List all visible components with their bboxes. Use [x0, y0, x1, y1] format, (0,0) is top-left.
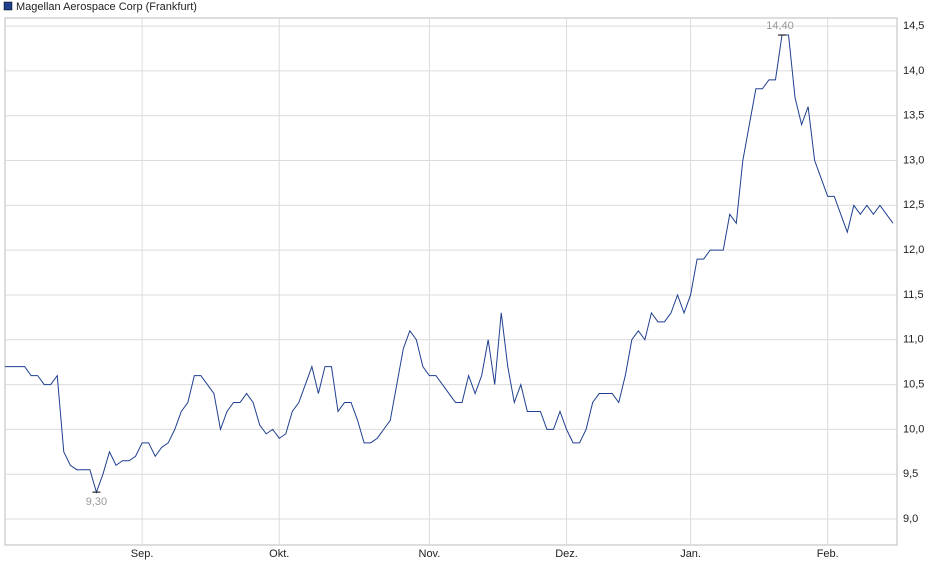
x-tick-label: Feb.	[817, 548, 839, 560]
y-tick-label: 11,5	[903, 289, 924, 301]
max-label: 14,40	[766, 20, 794, 32]
legend-label: Magellan Aerospace Corp (Frankfurt)	[16, 1, 197, 13]
legend-swatch	[3, 1, 13, 11]
x-tick-label: Sep.	[131, 548, 154, 560]
y-tick-label: 13,0	[903, 154, 924, 166]
x-tick-label: Dez.	[555, 548, 578, 560]
y-tick-label: 14,0	[903, 65, 924, 77]
y-tick-label: 12,5	[903, 199, 924, 211]
plot-frame	[4, 17, 898, 546]
price-line	[5, 34, 894, 494]
x-tick-label: Jan.	[680, 548, 701, 560]
y-tick-label: 10,0	[903, 423, 924, 435]
y-tick-label: 11,0	[903, 334, 924, 346]
y-tick-label: 12,0	[903, 244, 924, 256]
y-tick-label: 9,5	[903, 468, 918, 480]
y-tick-label: 10,5	[903, 378, 924, 390]
y-tick-label: 9,0	[903, 513, 918, 525]
x-tick-label: Okt.	[269, 548, 289, 560]
x-tick-label: Nov.	[419, 548, 441, 560]
y-tick-label: 13,5	[903, 110, 924, 122]
min-label: 9,30	[86, 496, 107, 508]
y-tick-label: 14,5	[903, 20, 924, 32]
